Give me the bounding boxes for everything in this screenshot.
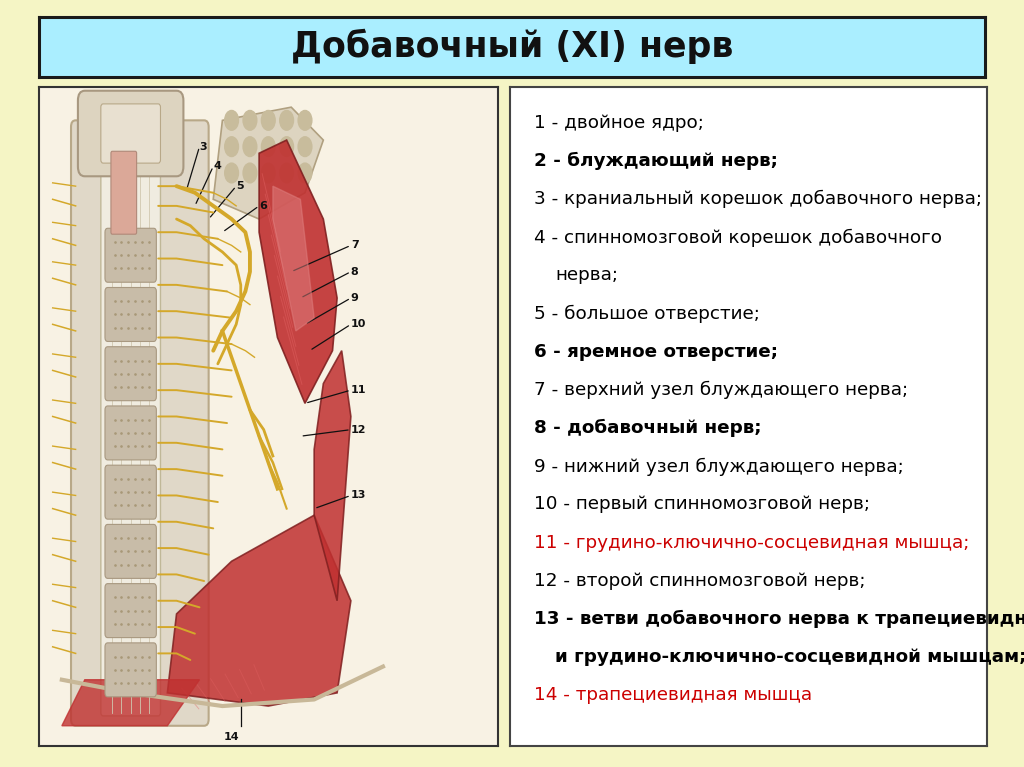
Polygon shape — [314, 351, 351, 601]
Text: 7 - верхний узел блуждающего нерва;: 7 - верхний узел блуждающего нерва; — [534, 381, 908, 399]
Circle shape — [261, 163, 275, 183]
Text: 1 - двойное ядро;: 1 - двойное ядро; — [534, 114, 703, 132]
Text: 14: 14 — [224, 732, 240, 742]
Circle shape — [261, 110, 275, 130]
FancyBboxPatch shape — [105, 584, 157, 637]
FancyBboxPatch shape — [111, 151, 136, 234]
Text: 12 - второй спинномозговой нерв;: 12 - второй спинномозговой нерв; — [534, 571, 865, 590]
Text: 6: 6 — [259, 201, 267, 211]
FancyBboxPatch shape — [105, 229, 157, 282]
Text: 2 - блуждающий нерв;: 2 - блуждающий нерв; — [534, 152, 777, 170]
Text: и грудино-ключично-сосцевидной мышцам;: и грудино-ключично-сосцевидной мышцам; — [555, 648, 1024, 666]
Text: 7: 7 — [351, 240, 358, 250]
FancyBboxPatch shape — [100, 150, 161, 716]
Text: 9: 9 — [351, 293, 358, 303]
Text: 8 - добавочный нерв;: 8 - добавочный нерв; — [534, 419, 761, 437]
FancyBboxPatch shape — [100, 104, 161, 163]
Circle shape — [243, 137, 257, 156]
Text: 13 - ветви добавочного нерва к трапециевидной: 13 - ветви добавочного нерва к трапециев… — [534, 610, 1024, 628]
Text: 5: 5 — [237, 181, 244, 191]
Text: 10: 10 — [351, 319, 367, 329]
Text: 8: 8 — [351, 267, 358, 277]
Text: 5 - большое отверстие;: 5 - большое отверстие; — [534, 304, 760, 323]
Text: 11: 11 — [351, 385, 367, 395]
Text: 13: 13 — [351, 490, 367, 500]
Polygon shape — [259, 140, 337, 403]
Circle shape — [224, 137, 239, 156]
Circle shape — [224, 110, 239, 130]
FancyBboxPatch shape — [105, 465, 157, 519]
Circle shape — [261, 137, 275, 156]
Text: 3 - краниальный корешок добавочного нерва;: 3 - краниальный корешок добавочного нерв… — [534, 190, 982, 209]
Circle shape — [243, 163, 257, 183]
Circle shape — [298, 163, 312, 183]
Text: 10 - первый спинномозговой нерв;: 10 - первый спинномозговой нерв; — [534, 495, 869, 513]
Text: 3: 3 — [200, 142, 207, 152]
FancyBboxPatch shape — [38, 85, 499, 748]
Text: Добавочный (XI) нерв: Добавочный (XI) нерв — [291, 29, 733, 64]
FancyBboxPatch shape — [105, 406, 157, 460]
Text: 4: 4 — [213, 161, 221, 171]
Circle shape — [224, 163, 239, 183]
Text: 4 - спинномозговой корешок добавочного: 4 - спинномозговой корешок добавочного — [534, 229, 942, 246]
Text: 11 - грудино-ключично-сосцевидная мышца;: 11 - грудино-ключично-сосцевидная мышца; — [534, 534, 969, 551]
FancyBboxPatch shape — [105, 525, 157, 578]
Polygon shape — [272, 186, 314, 331]
Polygon shape — [61, 680, 200, 726]
Circle shape — [280, 163, 294, 183]
Text: 14 - трапециевидная мышца: 14 - трапециевидная мышца — [534, 686, 812, 704]
Text: 12: 12 — [351, 425, 367, 435]
FancyBboxPatch shape — [105, 288, 157, 341]
Circle shape — [298, 110, 312, 130]
FancyBboxPatch shape — [105, 347, 157, 400]
Circle shape — [243, 110, 257, 130]
FancyBboxPatch shape — [71, 120, 209, 726]
FancyBboxPatch shape — [105, 643, 157, 697]
Text: 9 - нижний узел блуждающего нерва;: 9 - нижний узел блуждающего нерва; — [534, 457, 903, 476]
Circle shape — [298, 137, 312, 156]
FancyBboxPatch shape — [78, 91, 183, 176]
Circle shape — [280, 137, 294, 156]
Text: 2: 2 — [135, 94, 143, 104]
Text: нерва;: нерва; — [555, 266, 618, 285]
Polygon shape — [213, 107, 324, 219]
Text: 6 - яремное отверстие;: 6 - яремное отверстие; — [534, 343, 778, 360]
Circle shape — [280, 110, 294, 130]
Polygon shape — [167, 515, 351, 706]
